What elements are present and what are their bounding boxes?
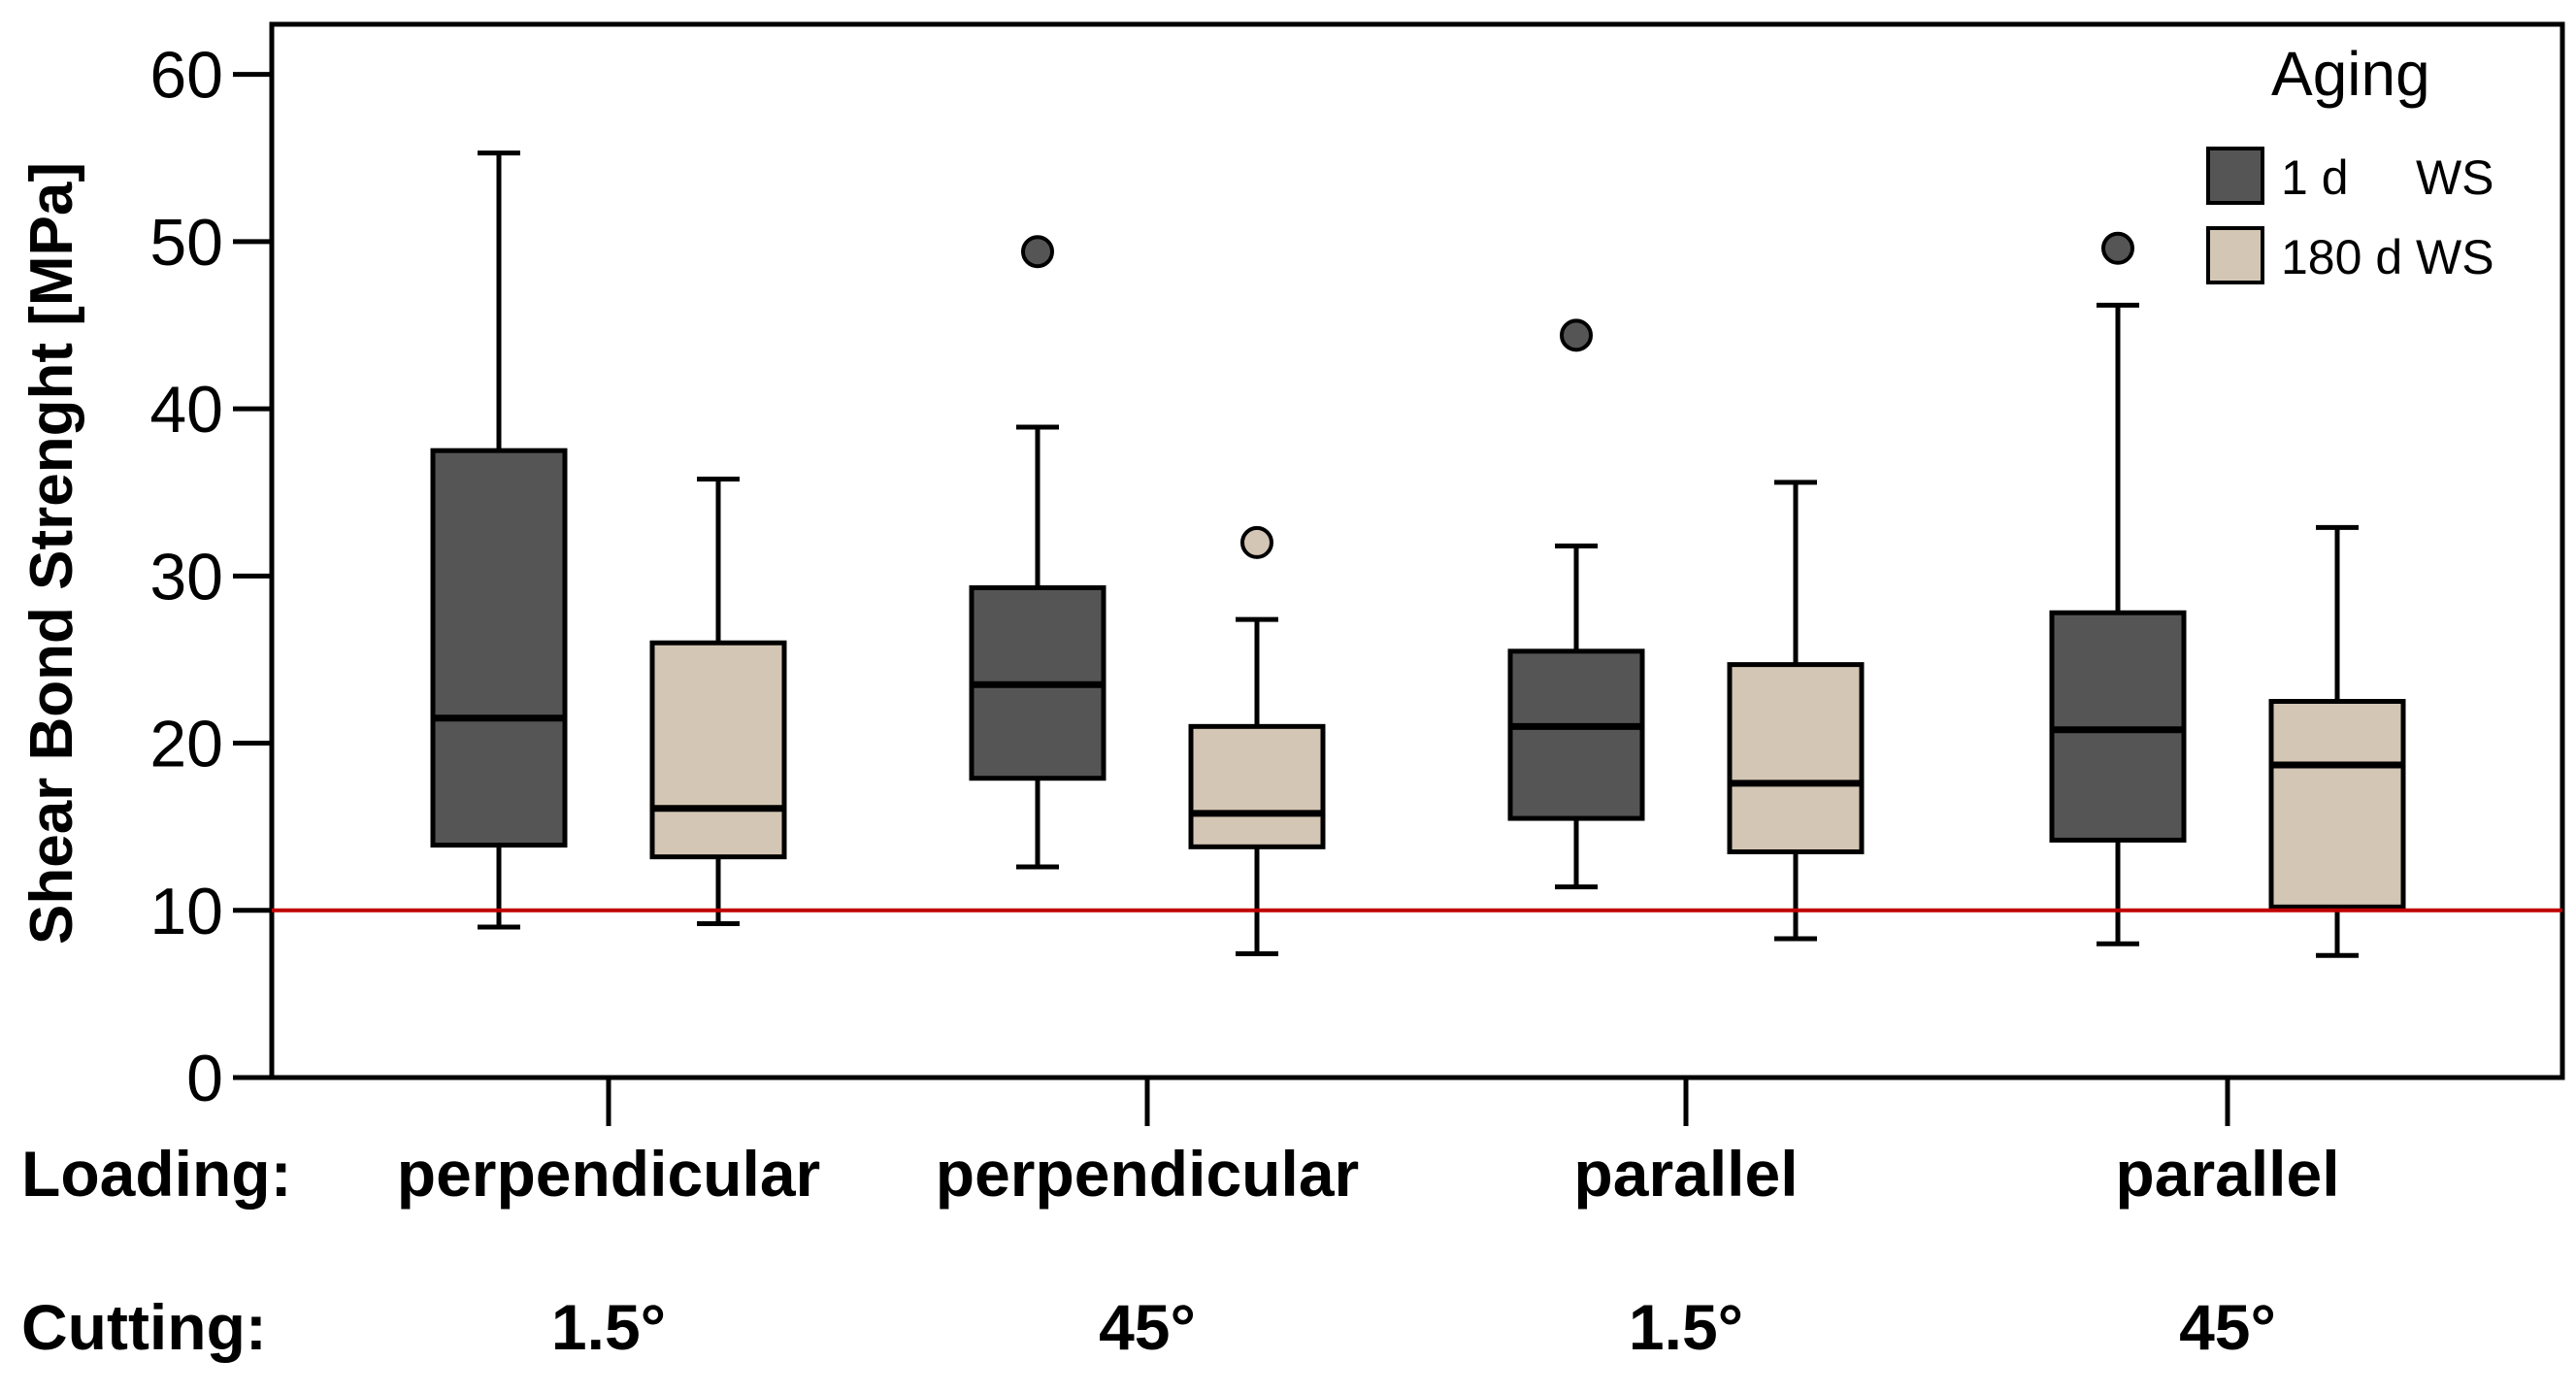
y-tick-label: 20 [149,708,223,781]
box-iqr [1507,648,1645,821]
outlier-point [2101,231,2134,265]
box-1d-group-2 [969,235,1106,870]
x-cutting-label: 1.5° [551,1291,666,1363]
y-axis: 0 10 20 30 40 50 60 [149,39,272,1115]
x-cutting-label: 1.5° [1629,1291,1743,1363]
x-axis: perpendicular 1.5° perpendicular 45° paralle… [397,1078,2340,1363]
x-loading-label: perpendicular [397,1138,820,1210]
y-tick-label: 10 [149,875,223,948]
box-iqr [430,448,568,848]
x-loading-label: parallel [1573,1138,1798,1210]
y-tick-label: 30 [149,540,223,614]
y-tick-label: 50 [149,206,223,280]
boxes [430,150,2406,958]
legend-label-2: 180 d WS [2281,230,2494,284]
box-iqr [2268,699,2406,910]
outlier-point [1240,525,1273,559]
box-1d-group-1 [430,150,568,930]
y-tick-label: 40 [149,373,223,447]
plot-frame [269,21,2565,1080]
legend-title: Aging [2271,39,2430,109]
legend-label-1: 1 d WS [2281,150,2494,205]
box-180d-group-3 [1727,480,1865,942]
box-180d-group-4 [2268,524,2406,958]
x-cutting-label: 45° [1099,1291,1196,1363]
y-tick-label: 0 [186,1042,223,1115]
y-axis-title: Shear Bond Strenght [MPa] [18,162,85,945]
box-iqr [1188,723,1326,849]
y-tick-label: 60 [149,39,223,113]
box-1d-group-3 [1507,318,1645,890]
legend-swatch-1 [2206,147,2264,205]
box-iqr [649,640,787,860]
outlier-point [1021,235,1054,269]
x-loading-label: perpendicular [936,1138,1359,1210]
legend-swatch-2 [2206,226,2264,284]
legend: Aging 1 d WS 180 d WS [2206,39,2494,284]
x-cutting-label: 45° [2179,1291,2276,1363]
cutting-row-label: Cutting: [21,1291,267,1363]
box-iqr [1727,662,1865,854]
outlier-point [1560,318,1593,352]
loading-row-label: Loading: [21,1138,292,1210]
x-loading-label: parallel [2115,1138,2339,1210]
box-180d-group-1 [649,476,787,927]
box-180d-group-2 [1188,525,1326,957]
box-1d-group-4 [2049,231,2187,946]
